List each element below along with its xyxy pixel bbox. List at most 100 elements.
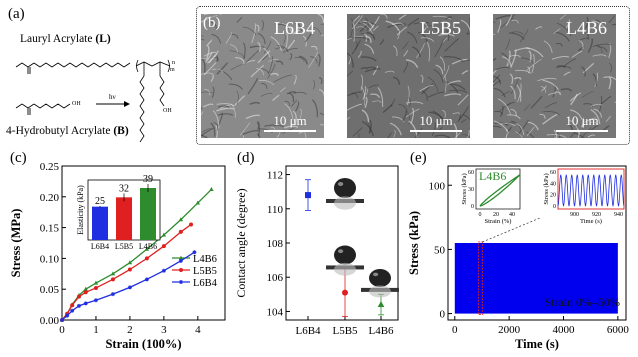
droplet-body [369, 269, 391, 287]
sem-wrinkle [493, 87, 506, 98]
sem-wrinkle [216, 62, 228, 75]
sem-wrinkle [272, 94, 280, 102]
sem-wrinkle [385, 20, 400, 31]
sem-wrinkle [521, 57, 535, 65]
sem-wrinkle [201, 58, 208, 61]
sem-wrinkle [461, 59, 470, 63]
sem-wrinkle [236, 16, 243, 23]
sem-wrinkle [256, 133, 261, 138]
sem-wrinkle [432, 15, 452, 20]
sem-wrinkle [542, 111, 560, 115]
reaction-arrow: hν [96, 93, 130, 107]
plot-frame [447, 165, 627, 321]
data-point [110, 277, 115, 282]
sem-wrinkle [443, 56, 463, 62]
sem-wrinkle [372, 100, 382, 103]
sem-wrinkle [287, 39, 296, 49]
sem-wrinkle [493, 34, 496, 36]
sem-wrinkle [201, 134, 209, 138]
sem-wrinkle [269, 72, 279, 77]
sem-wrinkle [510, 14, 516, 19]
sem-wrinkle [559, 14, 568, 20]
sem-wrinkle [219, 104, 230, 110]
sem-wrinkle [555, 31, 570, 42]
sem-wrinkle [249, 45, 265, 49]
sem-wrinkle [360, 74, 364, 91]
reaction-condition: hν [109, 93, 116, 101]
sem-wrinkle [356, 26, 366, 30]
sem-wrinkle [267, 63, 276, 79]
sem-wrinkle [505, 14, 513, 26]
sem-wrinkle [277, 45, 289, 53]
zoom-region-marker [477, 241, 483, 315]
sem-wrinkle [286, 91, 297, 95]
inset-bar [92, 206, 108, 240]
y-tick-label: 112 [267, 170, 283, 182]
sem-wrinkle [542, 113, 558, 125]
inset-unloading-curve [479, 174, 521, 207]
sem-image-l6b4: L6B4 10 μm [201, 14, 324, 138]
sem-wrinkle [581, 66, 586, 77]
sem-wrinkle [505, 126, 512, 134]
data-point [178, 258, 183, 263]
sem-wrinkle [268, 56, 273, 74]
data-point [65, 313, 70, 318]
x-tick-label: 2 [127, 324, 133, 336]
copolymer-oh-label: OH [163, 108, 172, 114]
legend-marker [179, 268, 183, 272]
sem-wrinkle [405, 59, 419, 69]
sem-wrinkle [467, 129, 470, 138]
sem-wrinkle [402, 41, 409, 50]
data-point [93, 280, 99, 285]
sem-wrinkle [511, 31, 524, 35]
sem-wrinkle [203, 103, 214, 108]
sem-wrinkle [551, 55, 570, 60]
sem-wrinkle [228, 83, 243, 90]
sem-wrinkle [360, 67, 368, 70]
sem-wrinkle [578, 39, 584, 49]
sem-wrinkle [426, 41, 431, 62]
sem-wrinkle [411, 46, 421, 58]
sem-wrinkle [539, 113, 546, 119]
sem-wrinkle [393, 45, 398, 57]
sem-wrinkle [352, 127, 363, 137]
y-tick-label: 0.20 [40, 192, 60, 204]
sem-scale-line [556, 130, 608, 132]
sem-wrinkle [452, 112, 461, 115]
sem-wrinkle [284, 125, 299, 129]
monomer-b-abbr: (B) [113, 125, 129, 137]
inset-right-frame [557, 168, 625, 210]
sem-wrinkle [565, 19, 570, 29]
sem-wrinkle [282, 128, 294, 135]
sem-image-l5b5: L5B5 10 μm [347, 14, 470, 138]
sem-wrinkle [311, 45, 318, 50]
sem-wrinkle [217, 105, 230, 109]
sem-wrinkle [600, 95, 612, 105]
sem-wrinkle [587, 134, 595, 138]
sem-wrinkle [242, 42, 246, 60]
sem-wrinkle [592, 54, 607, 57]
sem-wrinkle [365, 120, 371, 133]
droplet-highlight [372, 272, 379, 277]
sem-wrinkle [380, 14, 388, 19]
sem-wrinkle [384, 70, 395, 73]
sem-wrinkle [509, 85, 516, 100]
sem-wrinkle [352, 21, 356, 42]
sem-background [201, 14, 324, 138]
x-tick-label: 0 [59, 324, 65, 336]
sem-wrinkle [261, 54, 269, 61]
sem-wrinkle [407, 17, 420, 27]
sem-wrinkle [605, 115, 611, 122]
sem-wrinkle [421, 90, 428, 102]
data-point [189, 222, 194, 227]
monomer-l-abbr: (L) [95, 33, 111, 45]
sem-wrinkle [320, 23, 324, 25]
hydroxybutyl-acrylate-structure [15, 103, 71, 115]
data-point [83, 301, 88, 306]
sem-wrinkle [242, 26, 257, 36]
sem-wrinkle [435, 64, 444, 75]
sem-wrinkle [493, 74, 501, 84]
sem-wrinkle [517, 83, 522, 103]
panel-label-b: (b) [203, 15, 221, 31]
sem-wrinkle [445, 29, 450, 42]
